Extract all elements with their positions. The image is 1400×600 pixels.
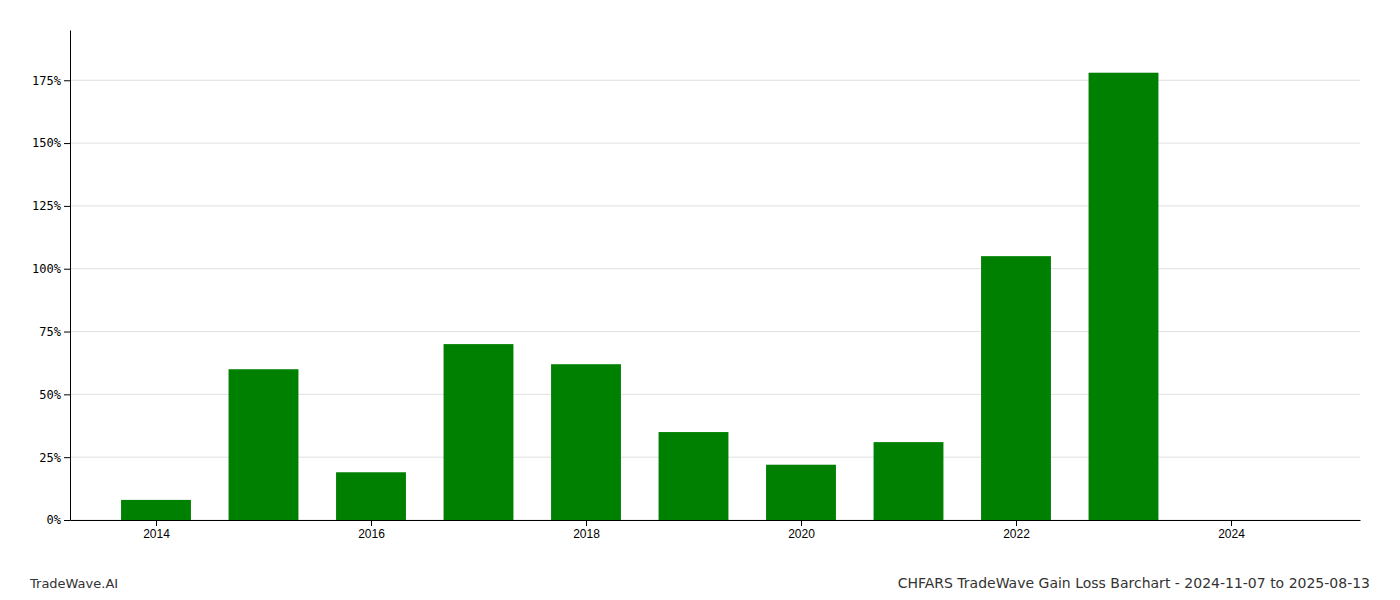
x-tick: 2014 [143,520,170,541]
x-tick-mark [1016,520,1017,526]
x-tick-label: 2014 [143,527,170,541]
x-tick-label: 2022 [1003,527,1030,541]
y-tick: 150% [32,136,70,150]
bars [121,73,1158,520]
bar [229,369,299,520]
y-tick-mark [64,143,70,144]
bar [121,500,191,520]
y-tick-label: 150% [32,136,62,150]
x-tick-label: 2018 [573,527,600,541]
y-tick-mark [64,520,70,521]
chart: 0%25%50%75%100%125%150%175%2014201620182… [0,0,1400,600]
x-tick: 2016 [358,520,385,541]
x-tick-mark [586,520,587,526]
grid-line [70,80,1360,81]
x-tick-label: 2016 [358,527,385,541]
grid-line [70,268,1360,269]
y-tick-label: 125% [32,199,62,213]
x-tick: 2018 [573,520,600,541]
plot: 0%25%50%75%100%125%150%175%2014201620182… [32,31,1360,541]
y-tick: 0% [47,513,70,527]
y-tick-mark [64,206,70,207]
y-tick: 175% [32,74,70,88]
y-tick: 125% [32,199,70,213]
y-tick-label: 0% [47,513,62,527]
x-tick: 2022 [1003,520,1030,541]
y-tick-mark [64,457,70,458]
x-tick-label: 2024 [1218,527,1245,541]
bar [874,442,944,520]
x-tick-label: 2020 [788,527,815,541]
x-tick-mark [371,520,372,526]
y-tick-mark [64,394,70,395]
x-axis: 2014 2016 2018 2020 2022 2024 [71,520,1361,541]
y-tick-mark [64,269,70,270]
x-tick-mark [801,520,802,526]
x-tick-mark [156,520,157,526]
y-tick: 50% [39,388,70,402]
y-tick-label: 175% [32,74,62,88]
grid [70,80,1360,520]
bar [1089,73,1159,520]
bar [444,344,514,520]
bar [551,364,621,520]
x-tick-mark [1231,520,1232,526]
y-tick: 100% [32,262,70,276]
title: CHFARS TradeWave Gain Loss Barchart - 20… [898,575,1370,591]
y-tick-label: 50% [39,388,61,402]
y-axis: 0% 25% 50% 75% 100% 125% 150% 175% [32,31,70,528]
y-axis-line [70,31,71,521]
y-tick-mark [64,332,70,333]
y-tick: 75% [39,325,70,339]
bar [659,432,729,520]
x-tick: 2020 [788,520,815,541]
bar [766,465,836,520]
x-tick: 2024 [1218,520,1245,541]
bar [336,472,406,520]
grid-line [70,143,1360,144]
x-axis-line [71,520,1361,521]
y-tick-label: 100% [32,262,62,276]
grid-line [70,331,1360,332]
y-tick-mark [64,80,70,81]
y-tick-label: 75% [39,325,61,339]
y-tick: 25% [39,451,70,465]
grid-line [70,205,1360,206]
bar [1196,520,1266,521]
annotation: TradeWave.AI [29,576,118,591]
y-tick-label: 25% [39,451,61,465]
bar [981,256,1051,520]
